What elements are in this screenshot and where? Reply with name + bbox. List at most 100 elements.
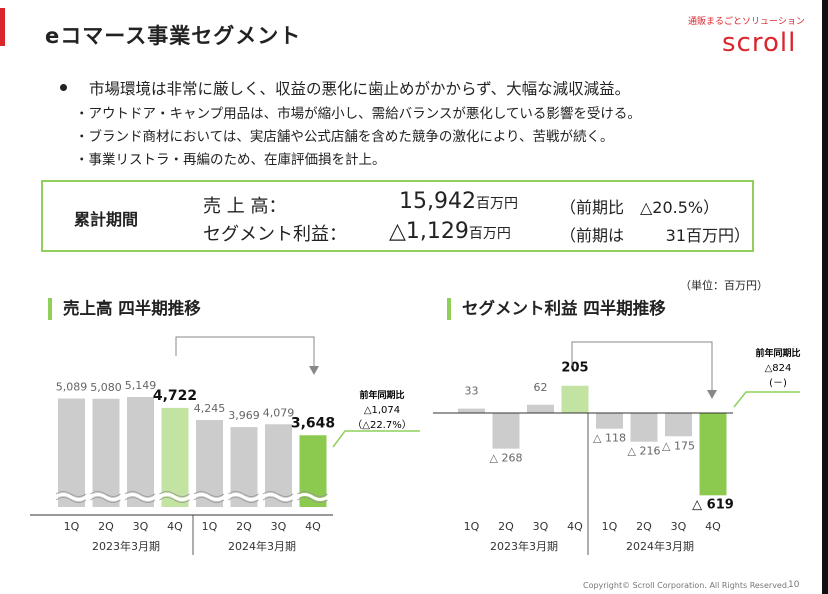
profit-compare: （前期は 31百万円） [560, 222, 750, 246]
sales-value-label: 4,245 [194, 402, 226, 415]
axis-break-mark [124, 497, 156, 503]
profit-value-label: △ 619 [692, 497, 734, 512]
sales-category-label: 3Q [271, 520, 287, 533]
profit-unit: 百万円 [468, 226, 511, 242]
profit-yoy-pct: (－) [769, 378, 787, 389]
summary-box: 累計期間 売 上 高： 15,942百万円 （前期比 △20.5%） セグメント… [41, 180, 754, 252]
axis-break-mark [262, 497, 294, 503]
axis-break-mark [158, 493, 191, 501]
axis-break-mark [228, 491, 259, 497]
axis-break-mark [159, 491, 190, 497]
page-title: eコマース事業セグメント [45, 24, 302, 48]
sales-yoy-title: 前年同期比 [359, 389, 404, 401]
profit-category-label: 4Q [567, 520, 583, 533]
commentary-main-text: 市場環境は非常に厳しく、収益の悪化に歯止めがかからず、大幅な減収減益。 [89, 80, 631, 98]
profit-value-label: △ 118 [593, 432, 626, 445]
period-label: 累計期間 [74, 210, 139, 229]
sales-yoy-pct: （△22.7%） [352, 419, 411, 431]
axis-break-mark [193, 491, 225, 497]
profit-value-label: 33 [465, 385, 479, 398]
profit-bar [699, 413, 727, 496]
sales-value-label: 5,149 [125, 379, 157, 392]
profit-bar [596, 413, 623, 429]
profit-category-label: 2Q [498, 520, 514, 533]
axis-break-mark [227, 493, 260, 501]
sales-value-number: 15,942 [399, 189, 476, 214]
sales-value-label: 4,722 [153, 388, 197, 404]
sales-category-label: 2Q [98, 520, 114, 533]
axis-break-mark [297, 497, 328, 503]
axis-break-mark [228, 497, 259, 503]
window-edge [822, 0, 828, 594]
profit-yoy-value: △824 [765, 363, 792, 374]
sales-category-label: 2Q [236, 520, 252, 533]
fiscal-year-label: 2023年3月期 [490, 539, 558, 553]
comparison-bracket [175, 336, 315, 370]
sales-yoy-value: △1,074 [364, 405, 400, 416]
axis-break-mark [55, 497, 87, 503]
profit-bar [561, 385, 589, 413]
sales-value-label: 5,080 [90, 381, 122, 394]
profit-value-label: △ 216 [628, 445, 661, 458]
scroll-logo: scroll [722, 28, 797, 58]
profit-compare-value: 31 [665, 226, 687, 245]
axis-break-mark [262, 493, 294, 501]
axis-break-mark [90, 491, 121, 497]
profit-chart-title: セグメント利益 四半期推移 [447, 298, 666, 320]
sales-category-label: 4Q [167, 520, 183, 533]
profit-category-label: 3Q [671, 520, 687, 533]
axis-break-mark [55, 491, 87, 497]
profit-compare-unit: 百万円） [686, 226, 751, 245]
sales-value-label: 3,648 [291, 415, 335, 431]
sales-bar [127, 397, 154, 507]
sales-category-label: 1Q [64, 520, 80, 533]
axis-break-mark [296, 493, 329, 501]
sales-value: 15,942百万円 [399, 189, 518, 214]
sales-bar [92, 398, 120, 507]
axis-break-mark [55, 493, 87, 501]
sales-value-label: 3,969 [228, 409, 260, 422]
axis-break-mark [90, 497, 121, 503]
axis-break-mark [124, 493, 156, 501]
profit-bar [630, 413, 658, 442]
bullet-icon [60, 84, 67, 91]
profit-category-label: 3Q [533, 520, 549, 533]
axis-break-mark [193, 493, 225, 501]
comparison-bracket [571, 341, 713, 394]
profit-compare-prefix: （前期は [560, 226, 625, 245]
profit-yoy-title: 前年同期比 [755, 347, 800, 359]
sales-value-label: 5,089 [56, 381, 88, 394]
comparison-arrow-icon [707, 390, 717, 399]
profit-category-label: 2Q [636, 520, 652, 533]
sales-yoy-leader-line [332, 430, 420, 448]
fiscal-year-label: 2024年3月期 [626, 539, 694, 553]
profit-value-number: △1,129 [389, 219, 469, 244]
sales-category-label: 3Q [133, 520, 149, 533]
axis-break-mark [89, 493, 122, 501]
profit-value-label: 205 [561, 361, 588, 376]
sales-label: 売 上 高： [203, 196, 287, 217]
sales-category-label: 4Q [305, 520, 321, 533]
axis-break-mark [262, 491, 294, 497]
profit-bar [527, 404, 554, 413]
axis-break-mark [193, 497, 225, 503]
sales-value-label: 4,079 [263, 406, 295, 419]
sales-compare: （前期比 △20.5%） [560, 198, 720, 217]
axis-break-mark [124, 491, 156, 497]
title-accent-bar [0, 8, 5, 46]
profit-category-label: 1Q [464, 520, 480, 533]
sales-chart-title: 売上高 四半期推移 [48, 298, 201, 320]
sales-bar [58, 398, 85, 507]
axis-break-mark [297, 491, 328, 497]
profit-category-label: 4Q [705, 520, 721, 533]
profit-bar [458, 408, 485, 413]
unit-note: （単位：百万円） [680, 279, 768, 292]
profit-category-label: 1Q [602, 520, 618, 533]
profit-yoy-leader-line [733, 391, 800, 408]
fiscal-year-label: 2023年3月期 [92, 539, 160, 553]
profit-value: △1,129百万円 [389, 219, 511, 244]
profit-label: セグメント利益： [203, 224, 347, 245]
sales-bar [196, 420, 223, 507]
copyright: Copyright© Scroll Corporation. All Right… [583, 581, 790, 590]
axis-break-mark [159, 497, 190, 503]
